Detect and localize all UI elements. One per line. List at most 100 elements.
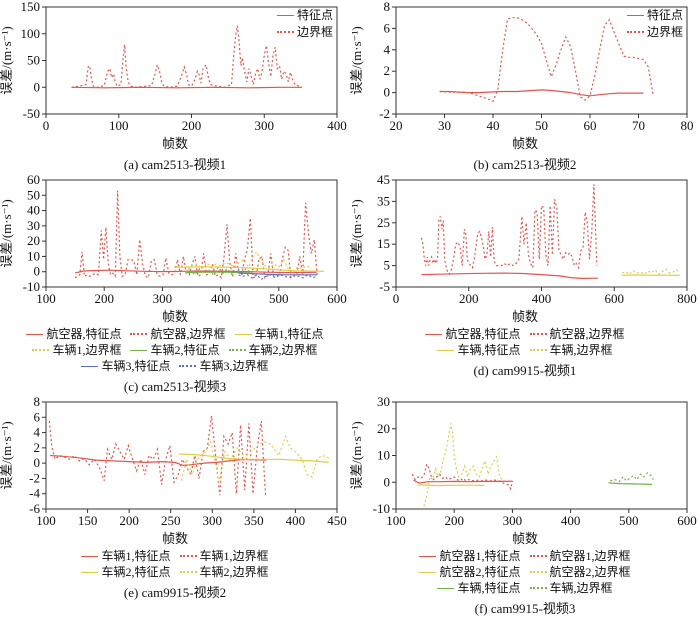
y-tick-label: -2 <box>379 106 390 121</box>
legend-item: 车辆,边界框 <box>530 342 613 358</box>
x-tick-label: 200 <box>94 291 114 306</box>
x-tick-label: 600 <box>327 291 347 306</box>
y-tick-label: 2 <box>34 440 41 455</box>
series-0-solid <box>440 90 644 96</box>
y-tick-label: 50 <box>27 187 40 202</box>
x-tick-label: 500 <box>269 291 289 306</box>
x-tick-label: 70 <box>632 118 645 133</box>
x-tick-label: 20 <box>390 118 403 133</box>
legend-item: 特征点 <box>627 7 683 23</box>
series-3-dotted <box>622 269 679 274</box>
legend-row: 航空器,特征点航空器,边界框车辆1,特征点 <box>26 326 323 342</box>
legend-item: 车辆,边界框 <box>530 580 613 596</box>
legend-label: 车辆3,特征点 <box>101 358 170 374</box>
y-tick-label: 6 <box>34 409 41 424</box>
legend-item: 车辆,特征点 <box>437 342 520 358</box>
legend-item: 车辆2,边界框 <box>180 564 269 580</box>
legend-item: 航空器,特征点 <box>425 326 520 342</box>
legend-row: 边界框 <box>277 24 333 40</box>
legend-row: 航空器1,特征点航空器1,边界框 <box>419 548 630 564</box>
y-tick-label: 25 <box>377 215 390 230</box>
y-tick-label: 100 <box>21 26 41 41</box>
legend-label: 车辆,特征点 <box>457 342 520 358</box>
legend-row: 特征点 <box>277 7 333 23</box>
legend-e: 车辆1,特征点 车辆1,边界框车辆2,特征点 车辆2,边界框 <box>81 548 268 580</box>
legend-swatch-dotted-line-icon <box>179 365 196 367</box>
x-tick-label: 0 <box>393 291 400 306</box>
y-tick-label: 0 <box>34 264 41 279</box>
legend-c: 航空器,特征点航空器,边界框车辆1,特征点车辆1,边界框 车辆2,特征点 车辆2,边… <box>26 326 323 374</box>
legend-item: 航空器2,特征点 <box>419 564 520 580</box>
legend-swatch-solid-line-icon <box>235 334 252 335</box>
legend-label: 车辆2,边界框 <box>249 342 318 358</box>
legend-item: 车辆1,特征点 <box>235 326 324 342</box>
series-1-dotted <box>440 18 653 102</box>
legend-label: 车辆,边界框 <box>550 580 613 596</box>
x-tick-label: 600 <box>605 291 625 306</box>
legend-item: 航空器1,特征点 <box>419 548 520 564</box>
y-tick-label: -10 <box>373 501 390 516</box>
legend-row: 车辆1,边界框 车辆2,特征点 车辆2,边界框 <box>26 342 323 358</box>
y-tick-label: 50 <box>27 53 40 68</box>
legend-row: 车辆2,特征点 车辆2,边界框 <box>81 564 268 580</box>
series-4-solid <box>608 483 652 485</box>
legend-d: 航空器,特征点航空器,边界框车辆,特征点车辆,边界框 <box>425 326 624 358</box>
chart-caption: (b) cam2513-视频2 <box>474 154 577 173</box>
x-tick-label: 400 <box>532 291 552 306</box>
legend-item: 航空器2,边界框 <box>530 564 631 580</box>
legend-item: 航空器1,边界框 <box>530 548 631 564</box>
y-tick-label: 0 <box>34 79 41 94</box>
legend-label: 车辆1,边界框 <box>200 548 269 564</box>
x-tick-label: 300 <box>255 118 275 133</box>
y-axis-label: 误差/(m·s⁻¹) <box>350 26 364 95</box>
legend-swatch-dotted-line-icon <box>530 349 547 351</box>
legend-item: 车辆1,特征点 <box>81 548 170 564</box>
legend-label: 车辆2,特征点 <box>150 342 219 358</box>
legend-item: 车辆1,边界框 <box>180 548 269 564</box>
legend-row: 航空器2,特征点航空器2,边界框 <box>419 564 630 580</box>
legend-swatch-dotted-line-icon <box>277 31 294 33</box>
legend-item: 车辆,特征点 <box>437 580 520 596</box>
legend-swatch-dotted-line-icon <box>530 555 547 557</box>
chart-caption: (c) cam2513-视频3 <box>124 376 226 395</box>
y-tick-label: 150 <box>21 2 41 14</box>
legend-swatch-solid-line-icon <box>425 334 442 335</box>
y-tick-label: 2 <box>384 63 391 78</box>
y-tick-label: 8 <box>34 397 41 409</box>
legend-label: 特征点 <box>297 7 333 23</box>
y-tick-label: 40 <box>27 203 40 218</box>
y-tick-label: 0 <box>34 455 41 470</box>
legend-swatch-solid-line-icon <box>627 15 644 16</box>
legend-swatch-dotted-line-icon <box>130 333 147 335</box>
chart-caption: (e) cam9915-视频2 <box>124 582 226 601</box>
y-tick-label: 8 <box>384 2 391 14</box>
y-tick-label: 5 <box>384 258 391 273</box>
legend-row: 特征点 <box>627 7 683 23</box>
legend-label: 车辆2,边界框 <box>200 564 269 580</box>
legend-f: 航空器1,特征点航空器1,边界框航空器2,特征点航空器2,边界框车辆,特征点 车辆… <box>419 548 630 596</box>
legend-swatch-solid-line-icon <box>130 350 147 351</box>
legend-label: 车辆1,边界框 <box>52 342 121 358</box>
plot-border <box>46 402 337 509</box>
legend-item: 车辆2,特征点 <box>81 564 170 580</box>
legend-item: 车辆3,特征点 <box>81 358 170 374</box>
y-tick-label: 20 <box>27 233 40 248</box>
legend-item: 边界框 <box>277 24 333 40</box>
plot-border <box>396 402 687 509</box>
legend-label: 航空器,边界框 <box>150 326 225 342</box>
chart-caption: (d) cam9915-视频1 <box>474 360 577 379</box>
y-tick-label: 0 <box>384 85 391 100</box>
series-2-solid <box>418 485 484 486</box>
chart-caption: (a) cam2513-视频1 <box>124 154 226 173</box>
legend-swatch-solid-line-icon <box>81 366 98 367</box>
x-tick-label: 100 <box>109 118 129 133</box>
legend-label: 航空器1,特征点 <box>439 548 520 564</box>
series-0-solid <box>72 87 303 88</box>
legend-row: 边界框 <box>627 24 683 40</box>
